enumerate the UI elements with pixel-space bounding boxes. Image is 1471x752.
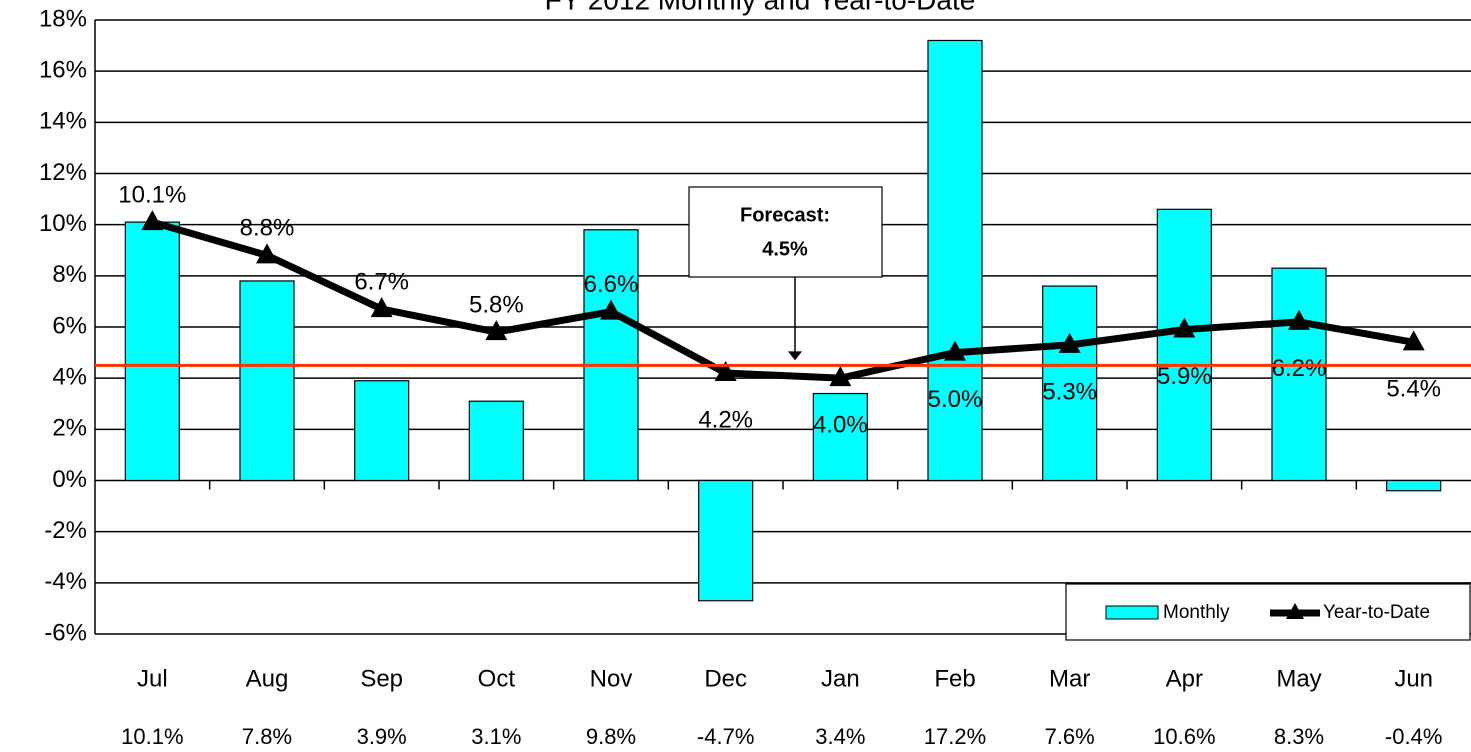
line-value-label: 6.7% bbox=[354, 268, 409, 295]
line-value-label: 4.2% bbox=[698, 406, 753, 433]
forecast-box bbox=[688, 186, 883, 278]
chart-title: FY 2012 Monthly and Year-to-Date bbox=[545, 0, 976, 15]
bar-value-label: 7.8% bbox=[242, 724, 292, 747]
x-tick-label: Aug bbox=[246, 665, 289, 692]
ytd-marker bbox=[1058, 332, 1081, 353]
bar-value-label: 3.9% bbox=[357, 724, 407, 747]
x-tick-label: Dec bbox=[704, 665, 747, 692]
y-tick-label: 2% bbox=[52, 415, 87, 442]
bar bbox=[354, 380, 410, 482]
bar-value-label: 10.6% bbox=[1153, 724, 1215, 747]
legend-swatch bbox=[1105, 605, 1159, 620]
y-tick-label: 12% bbox=[39, 159, 87, 186]
legend-label: Monthly bbox=[1163, 602, 1230, 623]
y-tick-label: 4% bbox=[52, 364, 87, 391]
ytd-marker bbox=[1402, 330, 1425, 351]
bar bbox=[468, 400, 524, 482]
bar bbox=[1386, 479, 1442, 492]
line-value-label: 4.0% bbox=[813, 412, 868, 439]
ytd-line bbox=[151, 218, 1415, 382]
ytd-marker bbox=[829, 366, 852, 387]
forecast-label: Forecast: bbox=[740, 204, 830, 226]
y-tick-label: 10% bbox=[39, 210, 87, 237]
bar-value-label: 8.3% bbox=[1274, 724, 1324, 747]
ytd-marker bbox=[714, 361, 737, 382]
bar-value-label: -0.4% bbox=[1385, 724, 1442, 747]
bar-value-label: -4.7% bbox=[697, 724, 754, 747]
x-tick-label: Feb bbox=[934, 665, 975, 692]
bar bbox=[1271, 267, 1327, 482]
x-tick-label: Apr bbox=[1166, 665, 1203, 692]
line-value-label: 6.2% bbox=[1272, 355, 1327, 382]
y-tick-label: -4% bbox=[44, 568, 87, 595]
x-tick-label: Jul bbox=[137, 665, 168, 692]
ytd-marker bbox=[1173, 317, 1196, 338]
bar bbox=[1156, 208, 1212, 482]
forecast-value: 4.5% bbox=[762, 238, 808, 260]
x-tick-label: Mar bbox=[1049, 665, 1090, 692]
legend-label: Year-to-Date bbox=[1323, 602, 1430, 623]
y-tick-label: -6% bbox=[44, 619, 87, 646]
bar-value-label: 3.1% bbox=[471, 724, 521, 747]
x-tick-label: Jan bbox=[821, 665, 860, 692]
y-tick-label: 16% bbox=[39, 57, 87, 84]
forecast-arrowhead bbox=[788, 351, 802, 361]
y-tick-label: 18% bbox=[39, 5, 87, 32]
ytd-marker bbox=[370, 297, 393, 318]
bar-value-label: 9.8% bbox=[586, 724, 636, 747]
line-value-label: 5.9% bbox=[1157, 363, 1212, 390]
line-value-label: 8.8% bbox=[240, 215, 295, 242]
bar-value-label: 10.1% bbox=[121, 724, 183, 747]
line-value-label: 5.8% bbox=[469, 291, 524, 318]
line-value-label: 5.4% bbox=[1386, 376, 1441, 403]
y-tick-label: 14% bbox=[39, 108, 87, 135]
x-tick-label: Jun bbox=[1394, 665, 1433, 692]
ytd-marker bbox=[141, 210, 164, 231]
line-value-label: 5.0% bbox=[928, 386, 983, 413]
bar bbox=[812, 392, 868, 482]
bar bbox=[927, 39, 983, 482]
y-tick-label: 0% bbox=[52, 466, 87, 493]
y-tick-label: 6% bbox=[52, 312, 87, 339]
x-tick-label: Sep bbox=[360, 665, 403, 692]
y-tick-label: -2% bbox=[44, 517, 87, 544]
bar-value-label: 7.6% bbox=[1045, 724, 1095, 747]
x-tick-label: Nov bbox=[590, 665, 633, 692]
bar bbox=[1042, 285, 1098, 482]
legend-marker bbox=[1286, 603, 1304, 619]
bar-value-label: 17.2% bbox=[924, 724, 986, 747]
x-tick-label: Oct bbox=[478, 665, 516, 692]
bar bbox=[698, 479, 754, 602]
ytd-marker bbox=[485, 320, 508, 341]
line-value-label: 5.3% bbox=[1042, 378, 1097, 405]
y-tick-label: 8% bbox=[52, 261, 87, 288]
bar bbox=[239, 280, 295, 482]
x-tick-label: May bbox=[1276, 665, 1321, 692]
bar bbox=[124, 221, 180, 482]
line-value-label: 6.6% bbox=[584, 271, 639, 298]
ytd-marker bbox=[1288, 309, 1310, 330]
ytd-marker bbox=[256, 243, 278, 264]
bar bbox=[583, 229, 639, 482]
line-value-label: 10.1% bbox=[118, 181, 186, 208]
ytd-marker bbox=[600, 299, 622, 320]
bar-value-label: 3.4% bbox=[815, 724, 865, 747]
ytd-marker bbox=[944, 340, 966, 361]
